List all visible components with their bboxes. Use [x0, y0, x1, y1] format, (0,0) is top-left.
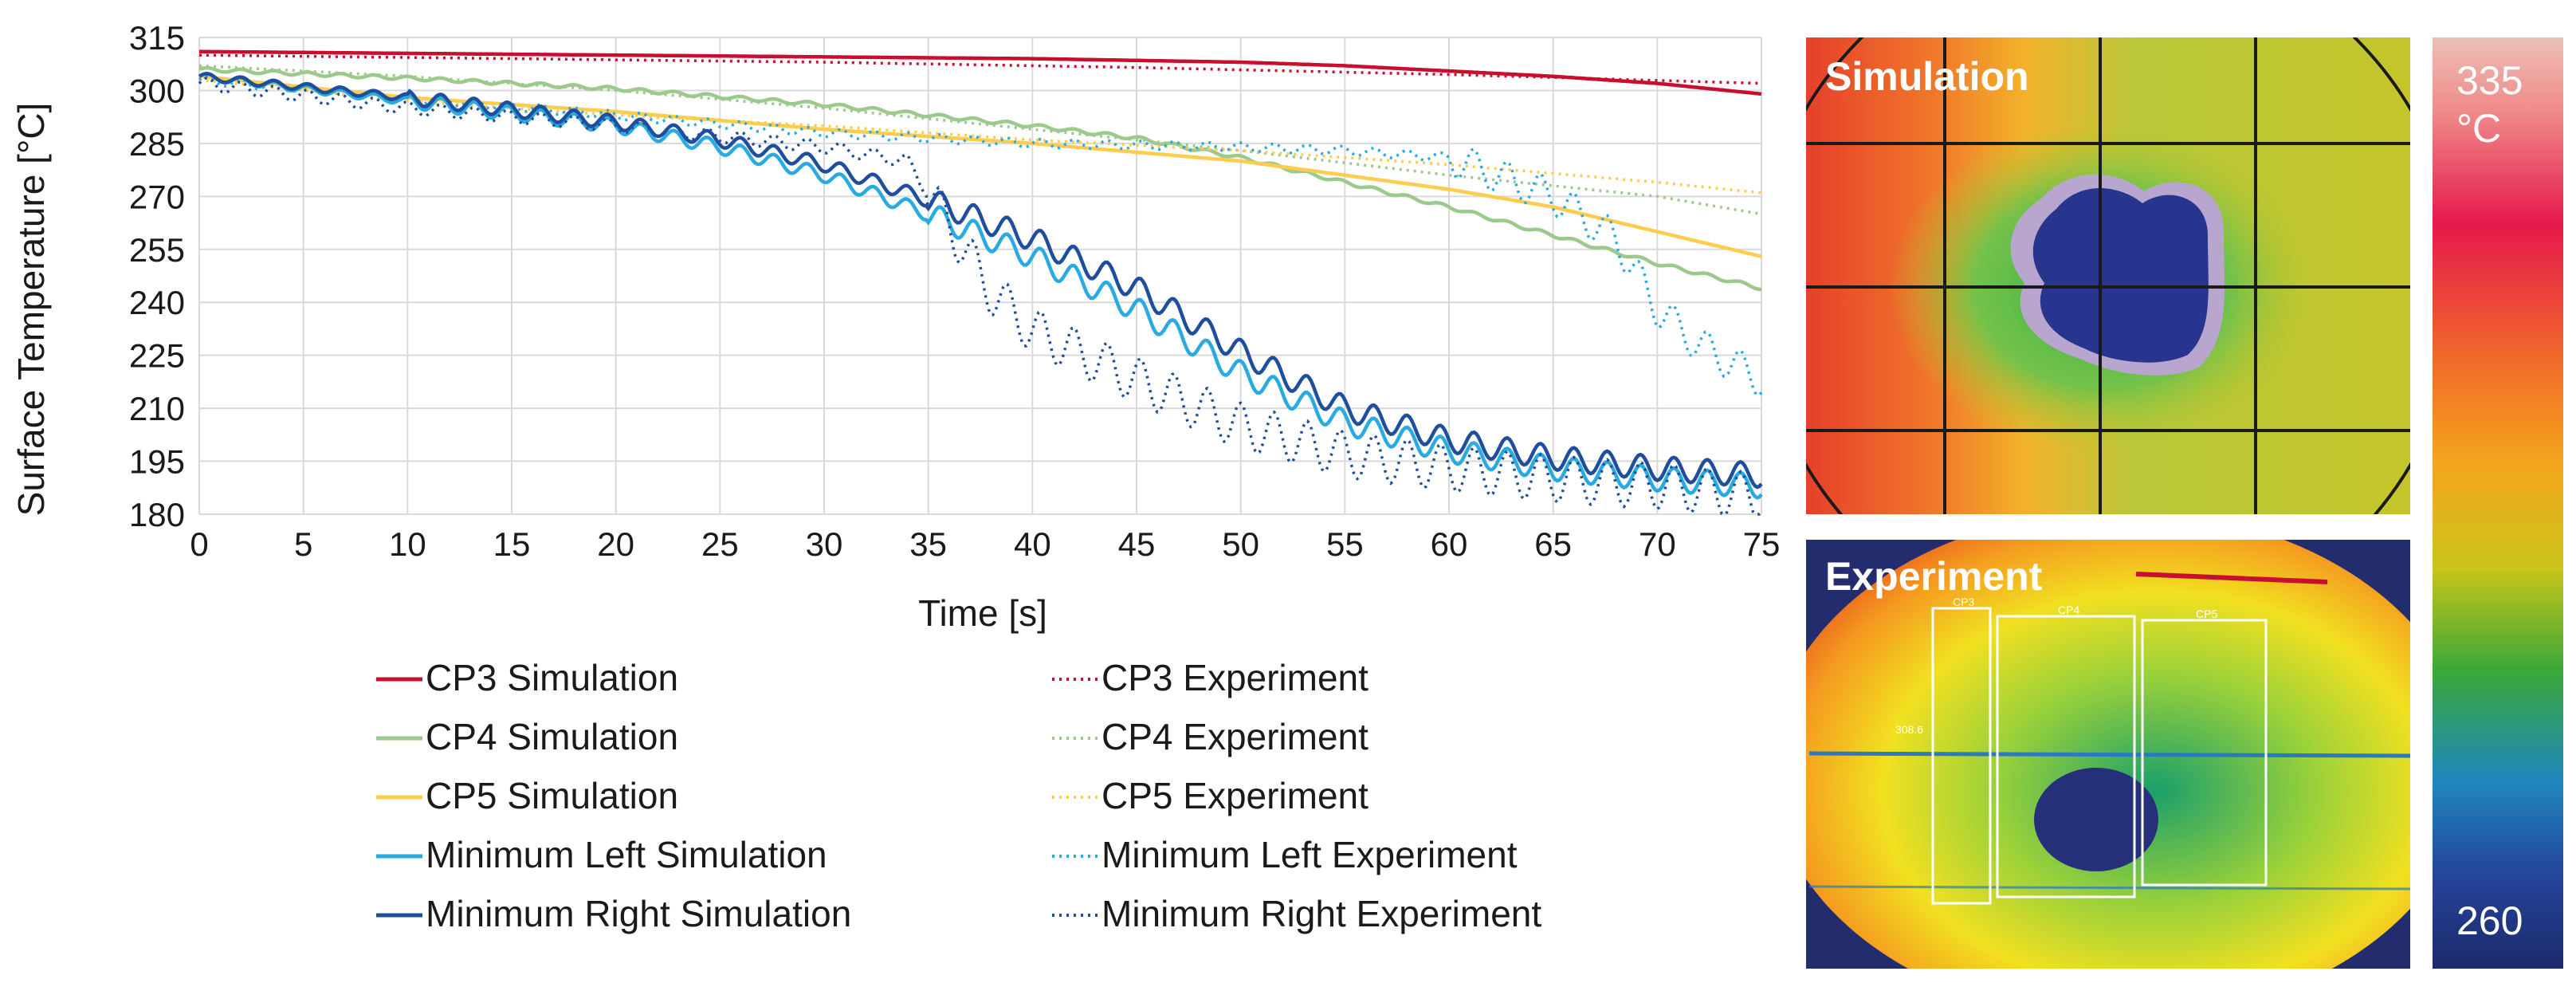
legend-label: CP3 Experiment	[1101, 657, 1368, 698]
x-tick-label: 10	[389, 525, 426, 563]
experiment-hot-streak	[2135, 572, 2328, 584]
legend-label: CP3 Simulation	[426, 657, 678, 698]
colorbar-max-label: 335	[2456, 58, 2523, 103]
experiment-cold-spot	[2034, 768, 2158, 871]
series-line-cp3-simulation	[199, 49, 1762, 96]
series-line-minimum-left-experiment	[198, 74, 1763, 397]
series-line-minimum-right-experiment	[198, 77, 1762, 516]
series-line-cp5-simulation	[198, 74, 1762, 258]
x-tick-label: 75	[1743, 525, 1781, 563]
legend-label: CP5 Simulation	[426, 775, 678, 816]
experiment-label-cp3: CP3	[1953, 596, 1974, 608]
experiment-cp5-box	[2141, 619, 2268, 887]
series-line-cp4-experiment	[198, 64, 1762, 216]
experiment-label-cp5: CP5	[2196, 607, 2217, 620]
experiment-cp3-box	[1931, 607, 1992, 905]
experiment-label-value: 308.6	[1895, 723, 1923, 736]
x-tick-label: 70	[1639, 525, 1676, 563]
series-layer	[198, 49, 1763, 516]
legend-label: Minimum Left Experiment	[1101, 834, 1518, 875]
y-tick-label: 315	[129, 19, 185, 57]
x-tick-label: 60	[1431, 525, 1468, 563]
series-line-minimum-right-simulation	[198, 72, 1763, 490]
y-tick-label: 240	[129, 284, 185, 321]
simulation-panel: Simulation	[1806, 37, 2410, 514]
experiment-grid-line	[1808, 885, 2410, 891]
x-tick-label: 35	[909, 525, 947, 563]
y-tick-label: 195	[129, 443, 185, 481]
legend: CP3 Simulation CP4 Simulation CP5 Simulati…	[376, 657, 1541, 934]
x-tick-label: 5	[294, 525, 312, 563]
experiment-grid-line	[1808, 751, 2410, 758]
colorbar-min-label: 260	[2456, 898, 2523, 943]
x-tick-label: 50	[1222, 525, 1259, 563]
series-line-cp3-experiment	[198, 53, 1762, 85]
legend-label: Minimum Right Simulation	[426, 893, 851, 934]
y-tick-label: 300	[129, 72, 185, 109]
y-tick-label: 255	[129, 231, 185, 269]
legend-label: CP4 Experiment	[1101, 716, 1368, 757]
y-tick-label: 225	[129, 337, 185, 375]
simulation-title: Simulation	[1825, 54, 2029, 99]
experiment-cp4-box	[1996, 615, 2136, 898]
series-line-minimum-left-simulation	[198, 72, 1763, 500]
x-tick-label: 45	[1118, 525, 1156, 563]
grid-lines	[198, 37, 1762, 515]
series-line-cp5-experiment	[198, 78, 1762, 195]
experiment-panel: CP3 CP4 CP5 308.6 Experiment	[1806, 540, 2410, 969]
y-tick-label: 210	[129, 390, 185, 427]
tick-labels: 180 195 210 225 240 255 270 285 300 315 0 5 10 15 20 25…	[129, 19, 1780, 563]
y-tick-label: 180	[129, 496, 185, 533]
y-tick-label: 285	[129, 125, 185, 163]
x-tick-label: 15	[493, 525, 531, 563]
x-tick-label: 55	[1326, 525, 1364, 563]
colorbar-unit-label: °C	[2456, 106, 2501, 151]
x-tick-label: 30	[806, 525, 843, 563]
x-tick-label: 25	[701, 525, 739, 563]
experiment-label-cp4: CP4	[2058, 604, 2079, 616]
series-line-cp4-simulation	[198, 65, 1762, 292]
legend-label: Minimum Right Experiment	[1101, 893, 1541, 934]
legend-label: CP5 Experiment	[1101, 775, 1368, 816]
legend-label: CP4 Simulation	[426, 716, 678, 757]
x-tick-label: 65	[1534, 525, 1572, 563]
legend-label: Minimum Left Simulation	[426, 834, 827, 875]
x-tick-label: 20	[597, 525, 634, 563]
x-axis-title: Time [s]	[918, 592, 1047, 634]
y-tick-label: 270	[129, 178, 185, 215]
simulation-cold-spot	[2032, 188, 2209, 363]
x-tick-label: 40	[1014, 525, 1051, 563]
colorbar	[2433, 37, 2563, 969]
experiment-title: Experiment	[1825, 554, 2043, 599]
y-axis-title: Surface Temperature [°C]	[10, 103, 52, 517]
x-tick-label: 0	[190, 525, 208, 563]
